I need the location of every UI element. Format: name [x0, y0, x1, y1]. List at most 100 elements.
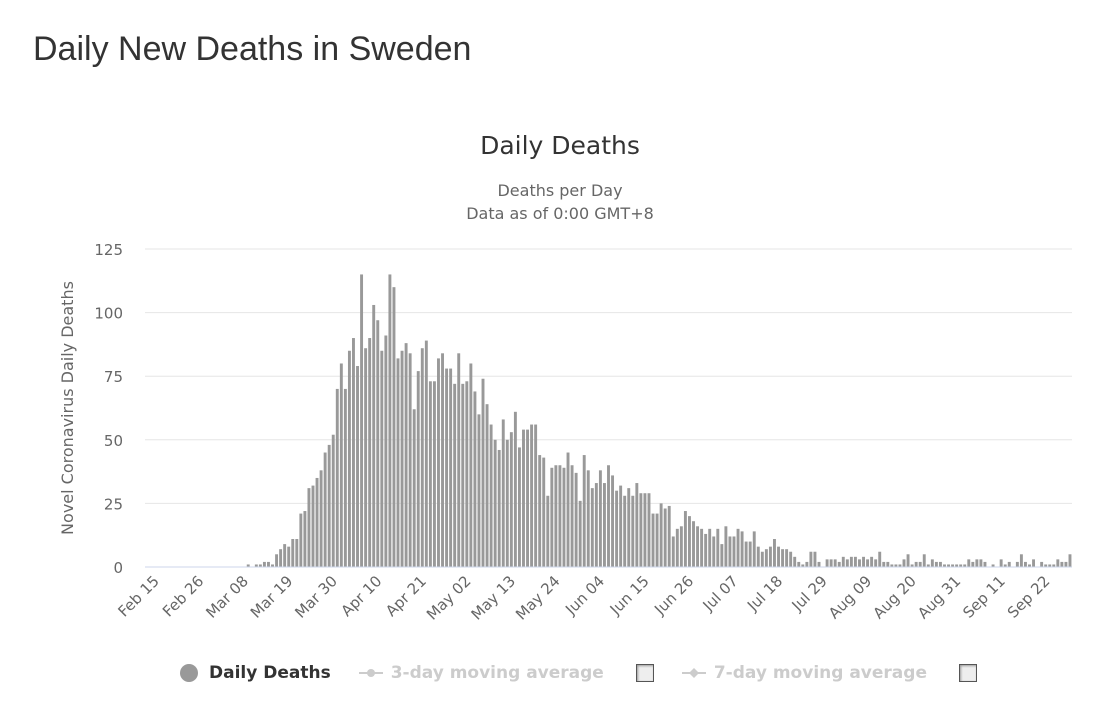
bar[interactable]: [647, 493, 651, 567]
bar[interactable]: [862, 556, 865, 567]
bar[interactable]: [971, 561, 975, 567]
bar[interactable]: [1052, 564, 1056, 567]
bar[interactable]: [558, 465, 562, 567]
bar[interactable]: [740, 531, 744, 567]
bar[interactable]: [469, 363, 473, 567]
bar[interactable]: [412, 409, 416, 567]
bar[interactable]: [562, 467, 566, 567]
bar[interactable]: [295, 539, 299, 567]
bar[interactable]: [1056, 559, 1060, 567]
bar[interactable]: [489, 424, 493, 567]
bar[interactable]: [424, 340, 428, 567]
bar[interactable]: [343, 388, 347, 567]
bar[interactable]: [493, 439, 497, 567]
bar[interactable]: [841, 556, 845, 567]
bar[interactable]: [275, 554, 279, 567]
bar[interactable]: [453, 383, 457, 567]
bar[interactable]: [866, 559, 870, 567]
bar[interactable]: [574, 472, 578, 567]
bar[interactable]: [513, 411, 517, 567]
bar[interactable]: [517, 447, 521, 567]
bar[interactable]: [724, 526, 728, 567]
bar[interactable]: [894, 564, 898, 567]
bar[interactable]: [959, 564, 963, 567]
bar[interactable]: [246, 564, 250, 567]
bar[interactable]: [963, 564, 967, 567]
bar[interactable]: [360, 274, 364, 567]
bar[interactable]: [611, 475, 615, 567]
bar[interactable]: [692, 521, 695, 567]
bar[interactable]: [845, 559, 849, 567]
bar[interactable]: [882, 561, 886, 567]
bar[interactable]: [696, 526, 700, 567]
bar[interactable]: [279, 549, 283, 567]
bar[interactable]: [1007, 561, 1011, 567]
bar[interactable]: [768, 546, 772, 567]
bar[interactable]: [627, 488, 631, 567]
bar[interactable]: [623, 495, 627, 567]
bar[interactable]: [615, 490, 619, 567]
bar[interactable]: [262, 561, 266, 567]
bar[interactable]: [688, 516, 691, 567]
bar[interactable]: [550, 467, 554, 567]
bar[interactable]: [509, 432, 513, 567]
bar[interactable]: [712, 536, 716, 567]
bar[interactable]: [457, 353, 461, 567]
bar[interactable]: [497, 449, 501, 567]
bar[interactable]: [578, 500, 582, 567]
bar[interactable]: [643, 493, 647, 567]
bar[interactable]: [890, 564, 894, 567]
bar[interactable]: [307, 488, 311, 567]
bar[interactable]: [756, 546, 760, 567]
bar[interactable]: [999, 559, 1003, 567]
bar[interactable]: [388, 274, 392, 567]
bar[interactable]: [870, 556, 874, 567]
legend-3-day-average-checkbox[interactable]: [635, 664, 654, 682]
bar[interactable]: [631, 495, 635, 567]
bar[interactable]: [979, 559, 983, 567]
bar[interactable]: [271, 564, 274, 567]
bar[interactable]: [566, 452, 570, 567]
legend-item-7-day-average[interactable]: 7-day moving average: [681, 663, 927, 683]
bar[interactable]: [530, 424, 534, 567]
bar[interactable]: [635, 483, 639, 567]
bar[interactable]: [675, 528, 679, 567]
bar[interactable]: [384, 335, 388, 567]
bar[interactable]: [748, 541, 752, 567]
bar[interactable]: [922, 554, 926, 567]
bar[interactable]: [829, 559, 833, 567]
bar[interactable]: [813, 551, 817, 567]
bar[interactable]: [655, 513, 659, 567]
bar[interactable]: [473, 391, 477, 567]
bar[interactable]: [570, 465, 574, 567]
bar[interactable]: [785, 549, 789, 567]
bar[interactable]: [825, 559, 829, 567]
legend-item-daily-deaths[interactable]: Daily Deaths: [180, 663, 331, 683]
bar[interactable]: [728, 536, 732, 567]
bar[interactable]: [801, 564, 805, 567]
bar[interactable]: [420, 348, 424, 567]
bar[interactable]: [258, 564, 262, 567]
bar[interactable]: [700, 528, 704, 567]
bar[interactable]: [651, 513, 655, 567]
bar[interactable]: [481, 378, 485, 567]
bar[interactable]: [396, 358, 400, 567]
bar[interactable]: [906, 554, 910, 567]
bar[interactable]: [619, 485, 623, 567]
bar[interactable]: [291, 539, 295, 567]
bar[interactable]: [930, 559, 934, 567]
bar[interactable]: [400, 350, 404, 567]
bar[interactable]: [546, 495, 550, 567]
bar[interactable]: [1028, 564, 1031, 567]
bar[interactable]: [1044, 564, 1048, 567]
bar[interactable]: [607, 465, 610, 567]
bar[interactable]: [764, 549, 768, 567]
bar[interactable]: [858, 559, 861, 567]
bar[interactable]: [392, 287, 396, 567]
bar[interactable]: [319, 470, 323, 567]
bar[interactable]: [955, 564, 959, 567]
bar[interactable]: [760, 551, 764, 567]
bar[interactable]: [639, 493, 643, 567]
legend-7-day-average-checkbox[interactable]: [958, 664, 977, 682]
bar[interactable]: [736, 528, 740, 567]
